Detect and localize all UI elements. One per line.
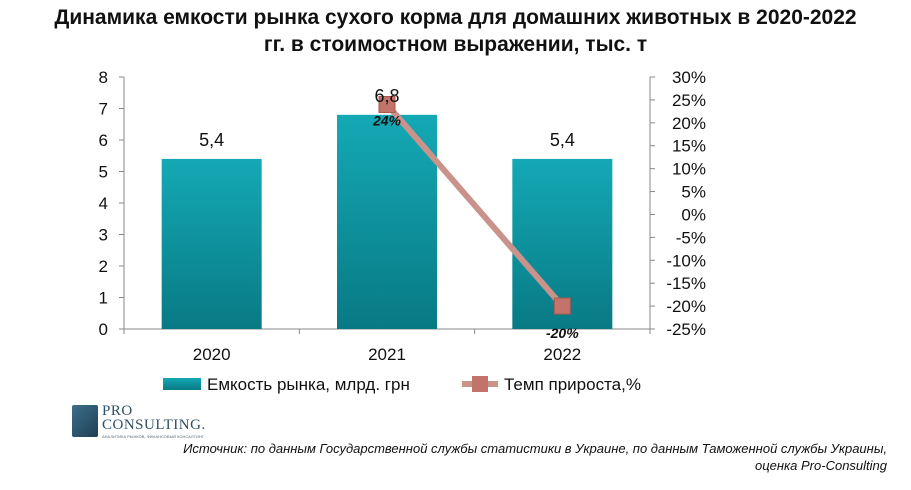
left-tick-label: 2	[99, 257, 108, 276]
chart-title-line1: Динамика емкости рынка сухого корма для …	[54, 6, 857, 29]
legend-line-marker	[472, 376, 488, 392]
right-tick-label: 20%	[672, 114, 706, 133]
right-tick-label: -20%	[666, 297, 706, 316]
right-tick-label: 25%	[672, 91, 706, 110]
x-tick-label: 2020	[193, 345, 231, 364]
source-line1: Источник: по данным Государственной служ…	[183, 441, 887, 456]
right-tick-label: -10%	[666, 251, 706, 270]
legend-bar-swatch	[163, 378, 201, 390]
bar	[337, 114, 437, 329]
right-tick-label: 30%	[672, 68, 706, 87]
left-tick-label: 7	[99, 100, 108, 119]
logo-line2: CONSULTING.	[102, 417, 206, 433]
growth-value-label: -20%	[546, 325, 579, 341]
right-tick-label: -5%	[676, 228, 706, 247]
growth-marker	[378, 95, 396, 113]
left-tick-label: 0	[99, 320, 108, 339]
x-tick-label: 2022	[543, 345, 581, 364]
legend-line-label: Темп прироста,%	[504, 375, 641, 394]
bar	[161, 158, 262, 329]
left-tick-label: 4	[99, 194, 108, 213]
right-tick-label: 10%	[672, 160, 706, 179]
bar-value-label: 6,8	[374, 86, 399, 106]
right-tick-label: 15%	[672, 137, 706, 156]
bar-value-label: 5,4	[550, 130, 575, 150]
chart-title: Динамика емкости рынка сухого корма для …	[0, 4, 911, 58]
legend-bar-label: Емкость рынка, млрд. грн	[207, 375, 410, 394]
horse-icon	[72, 405, 98, 437]
bar-value-label: 5,4	[199, 130, 224, 150]
chart-title-line2: гг. в стоимостном выражении, тыс. т	[263, 33, 648, 56]
right-tick-label: 5%	[681, 183, 706, 202]
logo-line1: PRO	[102, 403, 133, 419]
left-tick-label: 1	[99, 289, 108, 308]
growth-marker	[553, 297, 571, 315]
left-tick-label: 5	[99, 163, 108, 182]
pro-consulting-logo: PRO CONSULTING. АНАЛИТИКА РЫНКОВ, ФИНАНС…	[72, 403, 212, 439]
logo-tagline: АНАЛИТИКА РЫНКОВ, ФИНАНСОВЫЙ КОНСАЛТИНГ	[102, 434, 204, 439]
right-tick-label: -25%	[666, 320, 706, 339]
x-tick-label: 2021	[368, 345, 406, 364]
right-tick-label: 0%	[681, 205, 706, 224]
left-tick-label: 6	[99, 131, 108, 150]
right-tick-label: -15%	[666, 274, 706, 293]
growth-value-label: 24%	[372, 112, 402, 128]
growth-line	[384, 102, 565, 309]
source-line2: оценка Pro-Consulting	[754, 458, 887, 473]
left-tick-label: 3	[99, 226, 108, 245]
source-note: Источник: по данным Государственной служ…	[47, 440, 887, 474]
left-tick-label: 8	[99, 68, 108, 87]
